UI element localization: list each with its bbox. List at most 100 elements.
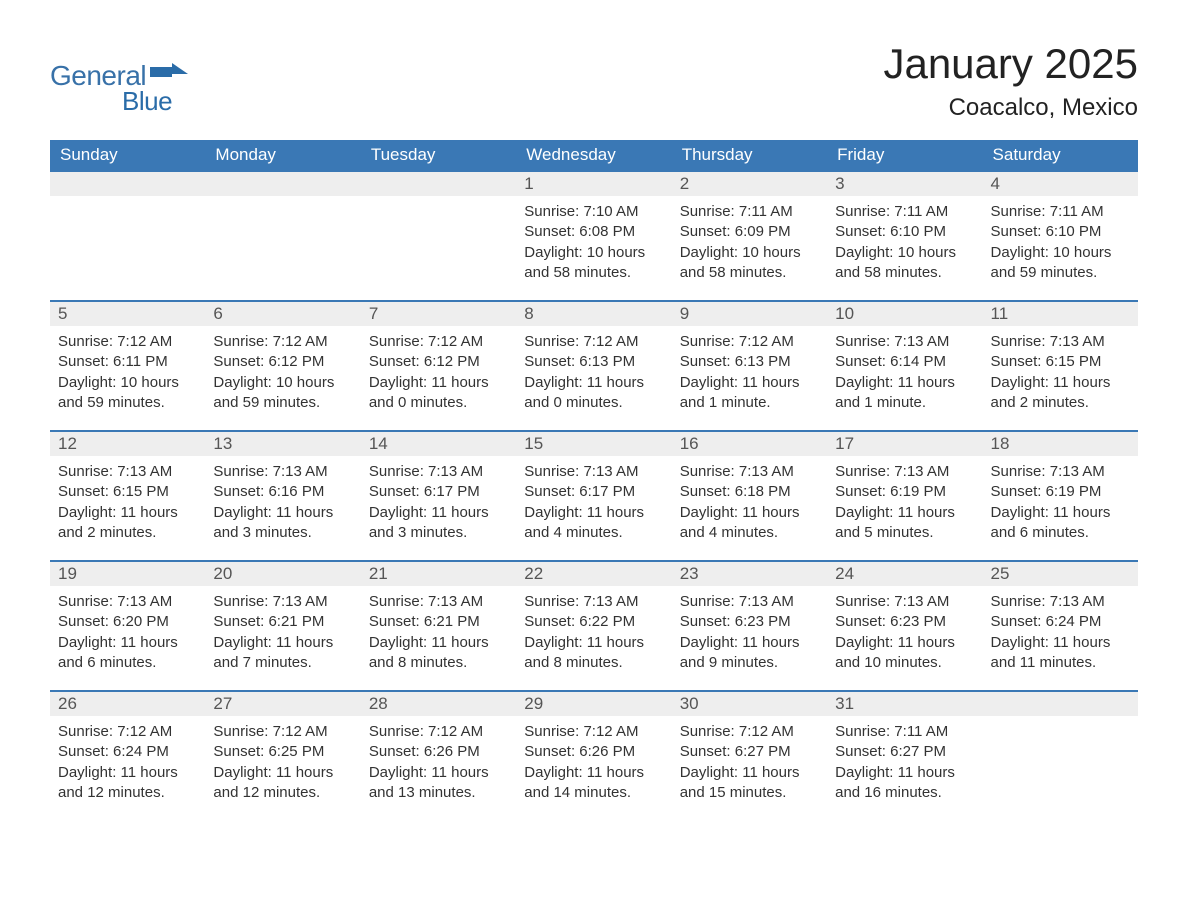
weekday-header-row: SundayMondayTuesdayWednesdayThursdayFrid… bbox=[50, 140, 1138, 170]
weekday-header: Thursday bbox=[672, 140, 827, 170]
day-number: 1 bbox=[524, 174, 533, 193]
day-body: Sunrise: 7:13 AMSunset: 6:21 PMDaylight:… bbox=[205, 586, 360, 683]
day-number-wrap: 13 bbox=[205, 430, 360, 456]
day-number: 11 bbox=[991, 304, 1009, 323]
sunrise-text: Sunrise: 7:12 AM bbox=[58, 722, 197, 742]
day-number: 7 bbox=[369, 304, 378, 323]
sunset-text: Sunset: 6:24 PM bbox=[58, 742, 197, 762]
day-cell: 6Sunrise: 7:12 AMSunset: 6:12 PMDaylight… bbox=[205, 300, 360, 430]
day-body: Sunrise: 7:11 AMSunset: 6:09 PMDaylight:… bbox=[672, 196, 827, 293]
location-subtitle: Coacalco, Mexico bbox=[883, 94, 1138, 122]
day-body: Sunrise: 7:13 AMSunset: 6:24 PMDaylight:… bbox=[983, 586, 1138, 683]
day-number: 21 bbox=[369, 564, 388, 583]
sunrise-text: Sunrise: 7:12 AM bbox=[213, 332, 352, 352]
day-cell: 13Sunrise: 7:13 AMSunset: 6:16 PMDayligh… bbox=[205, 430, 360, 560]
sunset-text: Sunset: 6:18 PM bbox=[680, 482, 819, 502]
day-number: 4 bbox=[991, 174, 1000, 193]
daylight-text: Daylight: 10 hours and 59 minutes. bbox=[991, 243, 1130, 284]
day-body: Sunrise: 7:12 AMSunset: 6:13 PMDaylight:… bbox=[516, 326, 671, 423]
daylight-text: Daylight: 11 hours and 14 minutes. bbox=[524, 763, 663, 804]
day-number: 16 bbox=[680, 434, 699, 453]
day-number: 13 bbox=[213, 434, 232, 453]
daylight-text: Daylight: 11 hours and 7 minutes. bbox=[213, 633, 352, 674]
sunset-text: Sunset: 6:09 PM bbox=[680, 222, 819, 242]
sunrise-text: Sunrise: 7:11 AM bbox=[835, 202, 974, 222]
day-cell: 7Sunrise: 7:12 AMSunset: 6:12 PMDaylight… bbox=[361, 300, 516, 430]
day-number-wrap: 30 bbox=[672, 690, 827, 716]
sunrise-text: Sunrise: 7:13 AM bbox=[991, 592, 1130, 612]
sunset-text: Sunset: 6:15 PM bbox=[991, 352, 1130, 372]
daylight-text: Daylight: 11 hours and 13 minutes. bbox=[369, 763, 508, 804]
day-cell: 22Sunrise: 7:13 AMSunset: 6:22 PMDayligh… bbox=[516, 560, 671, 690]
sunset-text: Sunset: 6:17 PM bbox=[524, 482, 663, 502]
week-row: 19 Sunrise: 7:13 AM Sunset: 6:20 PM Dayligh… bbox=[50, 560, 1138, 690]
day-number-wrap: 18 bbox=[983, 430, 1138, 456]
sunrise-text: Sunrise: 7:13 AM bbox=[991, 462, 1130, 482]
day-cell: 3Sunrise: 7:11 AMSunset: 6:10 PMDaylight… bbox=[827, 170, 982, 300]
day-cell: 14Sunrise: 7:13 AMSunset: 6:17 PMDayligh… bbox=[361, 430, 516, 560]
day-body: Sunrise: 7:13 AMSunset: 6:17 PMDaylight:… bbox=[516, 456, 671, 553]
day-body: Sunrise: 7:11 AMSunset: 6:27 PMDaylight:… bbox=[827, 716, 982, 813]
day-body: Sunrise: 7:12 AMSunset: 6:25 PMDaylight:… bbox=[205, 716, 360, 813]
sunrise-text: Sunrise: 7:13 AM bbox=[369, 462, 508, 482]
day-number: 17 bbox=[835, 434, 854, 453]
sunset-text: Sunset: 6:21 PM bbox=[369, 612, 508, 632]
daylight-text: Daylight: 11 hours and 10 minutes. bbox=[835, 633, 974, 674]
sunset-text: Sunset: 6:20 PM bbox=[58, 612, 197, 632]
day-number-wrap: 6 bbox=[205, 300, 360, 326]
day-cell: 16 Sunrise: 7:13 AMSunset: 6:18 PMDayligh… bbox=[672, 430, 827, 560]
day-cell: 5Sunrise: 7:12 AMSunset: 6:11 PMDaylight… bbox=[50, 300, 205, 430]
day-cell: 17Sunrise: 7:13 AMSunset: 6:19 PMDayligh… bbox=[827, 430, 982, 560]
daylight-text: Daylight: 10 hours and 59 minutes. bbox=[58, 373, 197, 414]
daylight-text: Daylight: 11 hours and 2 minutes. bbox=[58, 503, 197, 544]
day-number-wrap: 29 bbox=[516, 690, 671, 716]
week-row: 1Sunrise: 7:10 AMSunset: 6:08 PMDaylight… bbox=[50, 170, 1138, 300]
day-cell: 27Sunrise: 7:12 AMSunset: 6:25 PMDayligh… bbox=[205, 690, 360, 820]
day-cell bbox=[205, 170, 360, 300]
day-number: 25 bbox=[991, 564, 1010, 583]
week-row: 26Sunrise: 7:12 AMSunset: 6:24 PMDayligh… bbox=[50, 690, 1138, 820]
logo-word-blue: Blue bbox=[122, 86, 172, 117]
day-cell: 9Sunrise: 7:12 AMSunset: 6:13 PMDaylight… bbox=[672, 300, 827, 430]
daylight-text: Daylight: 11 hours and 12 minutes. bbox=[213, 763, 352, 804]
weekday-header: Wednesday bbox=[516, 140, 671, 170]
day-cell: 28Sunrise: 7:12 AMSunset: 6:26 PMDayligh… bbox=[361, 690, 516, 820]
day-number: 19 bbox=[58, 564, 77, 583]
day-number-wrap: 1 bbox=[516, 170, 671, 196]
sunset-text: Sunset: 6:22 PM bbox=[524, 612, 663, 632]
day-number-wrap: 21 bbox=[361, 560, 516, 586]
sunset-text: Sunset: 6:25 PM bbox=[213, 742, 352, 762]
empty-day-header bbox=[205, 170, 360, 196]
day-body: Sunrise: 7:13 AMSunset: 6:18 PMDaylight:… bbox=[672, 456, 827, 553]
daylight-text: Daylight: 11 hours and 8 minutes. bbox=[524, 633, 663, 674]
day-cell: 26Sunrise: 7:12 AMSunset: 6:24 PMDayligh… bbox=[50, 690, 205, 820]
daylight-text: Daylight: 11 hours and 4 minutes. bbox=[524, 503, 663, 544]
day-number: 18 bbox=[991, 434, 1010, 453]
sunrise-text: Sunrise: 7:12 AM bbox=[369, 722, 508, 742]
sunset-text: Sunset: 6:26 PM bbox=[369, 742, 508, 762]
sunrise-text: Sunrise: 7:13 AM bbox=[835, 462, 974, 482]
weeks-container: 1Sunrise: 7:10 AMSunset: 6:08 PMDaylight… bbox=[50, 170, 1138, 820]
day-number-wrap: 12 bbox=[50, 430, 205, 456]
daylight-text: Daylight: 11 hours and 3 minutes. bbox=[213, 503, 352, 544]
day-cell: 4Sunrise: 7:11 AMSunset: 6:10 PMDaylight… bbox=[983, 170, 1138, 300]
day-body: Sunrise: 7:12 AMSunset: 6:24 PMDaylight:… bbox=[50, 716, 205, 813]
day-body: Sunrise: 7:13 AMSunset: 6:23 PMDaylight:… bbox=[672, 586, 827, 683]
day-number: 2 bbox=[680, 174, 689, 193]
day-body: Sunrise: 7:12 AMSunset: 6:26 PMDaylight:… bbox=[516, 716, 671, 813]
day-number: 10 bbox=[835, 304, 854, 323]
empty-day-header bbox=[361, 170, 516, 196]
sunset-text: Sunset: 6:13 PM bbox=[524, 352, 663, 372]
empty-day-header bbox=[983, 690, 1138, 716]
sunset-text: Sunset: 6:08 PM bbox=[524, 222, 663, 242]
daylight-text: Daylight: 10 hours and 58 minutes. bbox=[524, 243, 663, 284]
sunset-text: Sunset: 6:27 PM bbox=[835, 742, 974, 762]
day-number: 23 bbox=[680, 564, 699, 583]
day-cell: 30Sunrise: 7:12 AMSunset: 6:27 PMDayligh… bbox=[672, 690, 827, 820]
day-number-wrap: 20 bbox=[205, 560, 360, 586]
day-number-wrap: 3 bbox=[827, 170, 982, 196]
day-number-wrap: 2 bbox=[672, 170, 827, 196]
day-body: Sunrise: 7:12 AMSunset: 6:11 PMDaylight:… bbox=[50, 326, 205, 423]
sunrise-text: Sunrise: 7:13 AM bbox=[680, 462, 819, 482]
day-cell: 31Sunrise: 7:11 AMSunset: 6:27 PMDayligh… bbox=[827, 690, 982, 820]
